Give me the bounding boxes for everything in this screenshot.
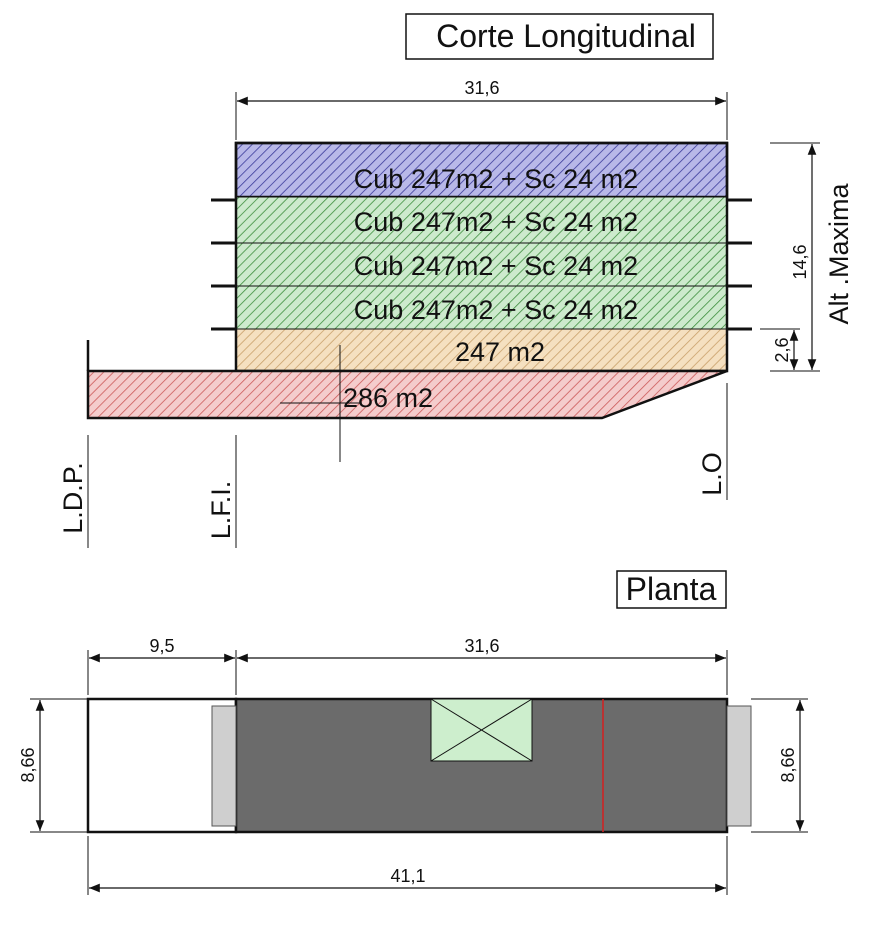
plan-front-dim-label: 9,5 bbox=[149, 636, 174, 656]
plan-total-dim-label: 41,1 bbox=[390, 866, 425, 886]
basement: 286 m2 bbox=[86, 340, 728, 420]
plan-title-text: Planta bbox=[626, 571, 717, 607]
max-height-label: Alt .Maxima bbox=[824, 183, 854, 325]
plan-building-dim-label: 31,6 bbox=[464, 636, 499, 656]
plan-right-dimension: 8,66 bbox=[751, 698, 808, 833]
lfi-label: L.F.I. bbox=[206, 481, 236, 540]
plan-body bbox=[86, 697, 752, 834]
section-width-dimension: 31,6 bbox=[235, 78, 728, 140]
floor-1-label: Cub 247m2 + Sc 24 m2 bbox=[354, 164, 638, 194]
floor-1: Cub 247m2 + Sc 24 m2 bbox=[234, 141, 729, 199]
reference-lines: L.D.P. L.F.I. L.O bbox=[58, 383, 728, 548]
floor-3: Cub 247m2 + Sc 24 m2 bbox=[235, 242, 728, 287]
basement-label: 286 m2 bbox=[343, 383, 433, 413]
ground-floor: 247 m2 bbox=[235, 328, 728, 372]
floor-4: Cub 247m2 + Sc 24 m2 bbox=[235, 285, 728, 330]
plan-core bbox=[430, 698, 533, 762]
plan-total-dimension: 41,1 bbox=[87, 836, 728, 895]
plan-left-dimension: 8,66 bbox=[18, 698, 88, 833]
floor-2: Cub 247m2 + Sc 24 m2 bbox=[235, 196, 728, 244]
reference-axes bbox=[280, 345, 360, 462]
plan-top-dimensions: 9,5 31,6 bbox=[87, 636, 728, 695]
plan-right-strip bbox=[726, 705, 752, 827]
floor-3-label: Cub 247m2 + Sc 24 m2 bbox=[354, 251, 638, 281]
plan-title: Planta bbox=[616, 570, 727, 609]
height-dimension-label: 14,6 bbox=[790, 244, 810, 279]
plan-right-dim-label: 8,66 bbox=[778, 747, 798, 782]
floor-2-label: Cub 247m2 + Sc 24 m2 bbox=[354, 207, 638, 237]
floor-4-label: Cub 247m2 + Sc 24 m2 bbox=[354, 295, 638, 325]
ground-height-label: 2,6 bbox=[772, 337, 792, 362]
section-width-label: 31,6 bbox=[464, 78, 499, 98]
lo-label: L.O bbox=[697, 452, 727, 496]
height-dimension: 14,6 Alt .Maxima bbox=[770, 142, 854, 372]
plan-left-dim-label: 8,66 bbox=[18, 747, 38, 782]
ground-floor-label: 247 m2 bbox=[455, 337, 545, 367]
section-title: Corte Longitudinal bbox=[405, 13, 714, 60]
section-title-text: Corte Longitudinal bbox=[436, 18, 696, 54]
plan-left-strip bbox=[211, 705, 237, 827]
ldp-label: L.D.P. bbox=[58, 462, 88, 534]
ground-height-dimension: 2,6 bbox=[760, 328, 800, 370]
slab-ticks bbox=[211, 198, 752, 331]
